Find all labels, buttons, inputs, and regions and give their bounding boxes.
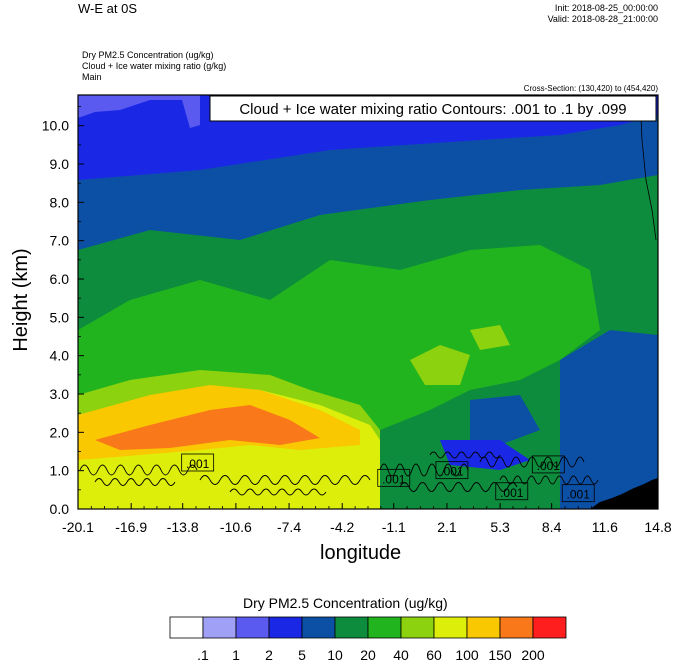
colorbar: .1 1 2 5 10 20 40 60 100 150 200 [169, 616, 567, 663]
y-tick-label: 7.0 [50, 233, 70, 249]
colorbar-swatch [499, 616, 534, 639]
concentration-band [95, 405, 320, 450]
figure-title: W-E at 0S [78, 1, 138, 16]
x-tick-label: -1.1 [382, 519, 406, 535]
colorbar-swatch [334, 616, 369, 639]
y-tick-label: 2.0 [50, 424, 70, 440]
y-tick-label: 0.0 [50, 501, 70, 517]
colorbar-swatch [532, 616, 567, 639]
x-tick-label: -16.9 [115, 519, 147, 535]
concentration-band [560, 330, 658, 509]
valid-time: Valid: 2018-08-28_21:00:00 [547, 14, 658, 24]
contour-label: .001 [382, 472, 406, 486]
terrain [590, 95, 658, 509]
x-axis: -20.1 -16.9 -13.8 -10.6 -7.4 -4.2 -1.1 2.1 5.3 8.… [62, 503, 672, 535]
x-axis-label: longitude [320, 542, 402, 564]
colorbar-level-label: .1 [197, 647, 209, 663]
contour-line [429, 451, 501, 459]
concentration-band [440, 440, 530, 470]
cross-section-label: Cross-Section: (130,420) to (454,420) [523, 84, 658, 93]
colorbar-level-label: 60 [426, 647, 442, 663]
cloud-ice-contours: .001 .001 .001 .001 .001 .001 [79, 451, 599, 503]
colorbar-level-label: 10 [327, 647, 343, 663]
colorbar-swatch [466, 616, 501, 639]
contour-label-box [181, 453, 215, 472]
colorbar-level-label: 1 [232, 647, 240, 663]
contour-label-box [435, 461, 469, 480]
colorbar-swatch [433, 616, 468, 639]
contour-line [79, 464, 198, 476]
x-tick-label: -7.4 [277, 519, 301, 535]
concentration-band [470, 395, 540, 445]
y-tick-label: 9.0 [50, 156, 70, 172]
concentration-band [410, 345, 470, 385]
x-tick-label: 2.1 [437, 519, 457, 535]
terrain-shape [590, 478, 658, 509]
concentration-band [78, 95, 200, 128]
contour-label: .001 [500, 486, 524, 500]
y-tick-label: 3.0 [50, 386, 70, 402]
contour-line [379, 463, 469, 477]
colorbar-level-label: 5 [298, 647, 306, 663]
colorbar-level-label: 2 [265, 647, 273, 663]
contour-label-box [561, 484, 595, 503]
colorbar-title: Dry PM2.5 Concentration (ug/kg) [243, 595, 448, 611]
contour-label-box [377, 468, 411, 487]
colorbar-swatch [268, 616, 303, 639]
colorbar-swatch [169, 616, 204, 639]
y-tick-label: 10.0 [42, 118, 69, 134]
y-tick-label: 8.0 [50, 194, 70, 210]
contour-line [399, 482, 518, 492]
y-axis: 0.0 1.0 2.0 3.0 4.0 5.0 6.0 7.0 8.0 9.0 10.0 [42, 106, 84, 517]
concentration-field [78, 95, 658, 509]
colorbar-level-label: 40 [393, 647, 409, 663]
contour-label-box [531, 455, 565, 474]
colorbar-level-label: 150 [488, 647, 512, 663]
colorbar-level-label: 20 [360, 647, 376, 663]
x-tick-label: -20.1 [62, 519, 94, 535]
contour-legend-box: Cloud + Ice water mixing ratio Contours:… [209, 95, 657, 122]
contour-label: .001 [186, 457, 210, 471]
colorbar-swatch [400, 616, 435, 639]
contour-label-box [495, 482, 529, 501]
y-axis-label: Height (km) [10, 248, 32, 352]
contour-label: .001 [537, 459, 561, 473]
y-tick-label: 6.0 [50, 271, 70, 287]
x-tick-label: 11.6 [592, 519, 618, 535]
colorbar-swatch [367, 616, 402, 639]
contour-line [499, 475, 599, 485]
field-name-cloud-ice: Cloud + Ice water mixing ratio (g/kg) [82, 61, 227, 71]
y-tick-label: 1.0 [50, 463, 70, 479]
contour-line [639, 95, 657, 241]
contour-line [199, 475, 371, 485]
contour-line [94, 478, 176, 486]
x-tick-label: -4.2 [330, 519, 354, 535]
contour-line [229, 488, 327, 496]
x-tick-label: 14.8 [644, 519, 671, 535]
field-name-main: Main [82, 72, 102, 82]
colorbar-swatch [301, 616, 336, 639]
colorbar-level-label: 200 [521, 647, 545, 663]
x-tick-label: -10.6 [220, 519, 252, 535]
colorbar-swatch [235, 616, 270, 639]
contour-label: .001 [567, 488, 591, 502]
concentration-band [470, 325, 510, 350]
colorbar-swatch [202, 616, 237, 639]
field-name-pm25: Dry PM2.5 Concentration (ug/kg) [82, 50, 214, 60]
contour-legend-text: Cloud + Ice water mixing ratio Contours:… [239, 101, 626, 118]
x-tick-label: -13.8 [167, 519, 199, 535]
x-tick-label: 5.3 [490, 519, 510, 535]
x-tick-label: 8.4 [542, 519, 562, 535]
init-time: Init: 2018-08-25_00:00:00 [554, 3, 658, 13]
y-tick-label: 4.0 [50, 348, 70, 364]
contour-label: .001 [440, 465, 464, 479]
y-tick-label: 5.0 [50, 309, 70, 325]
colorbar-level-label: 100 [455, 647, 479, 663]
